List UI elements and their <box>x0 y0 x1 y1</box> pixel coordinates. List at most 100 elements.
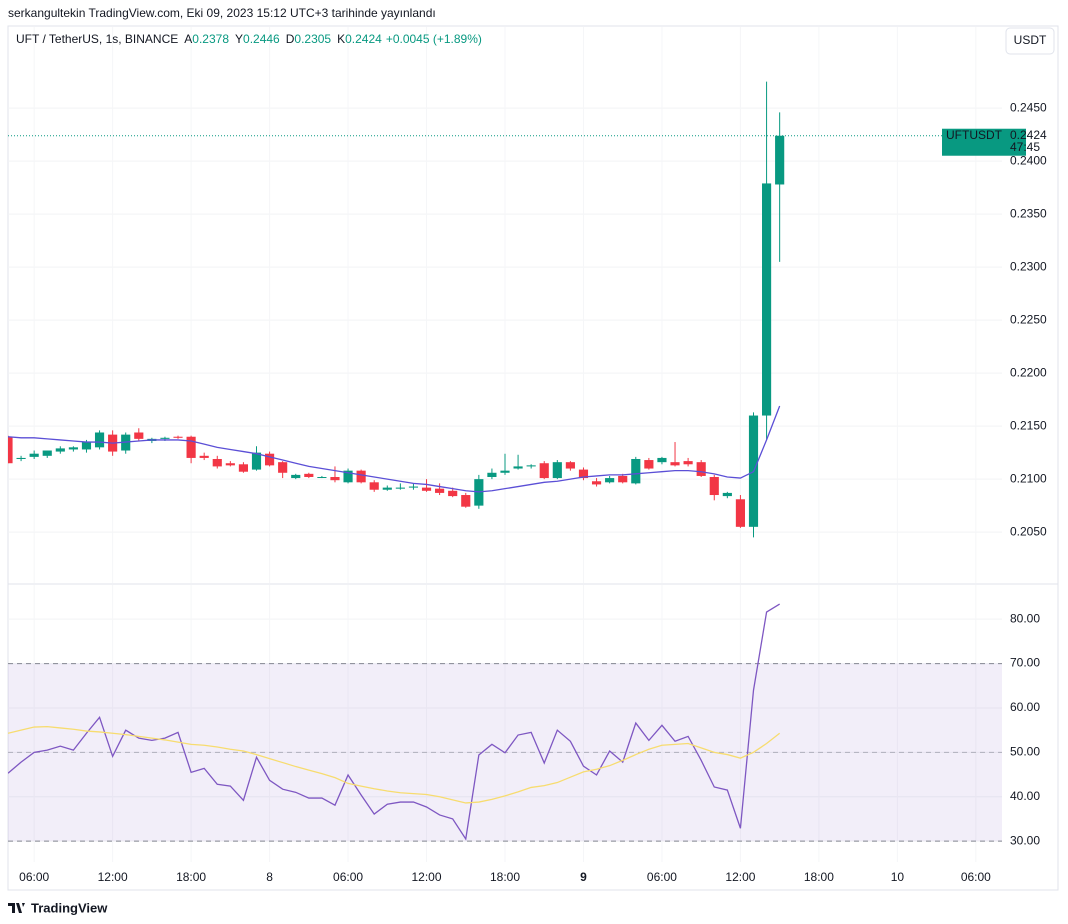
candle-body <box>565 462 575 469</box>
candle-body <box>134 432 144 439</box>
y-tick-label: 0.2350 <box>1010 206 1047 220</box>
x-tick-label: 8 <box>266 870 273 884</box>
candle-body <box>16 457 26 459</box>
y-tick-label: 60.00 <box>1010 700 1040 714</box>
y-tick-label: 0.2100 <box>1010 471 1047 485</box>
brand-logo <box>8 903 25 913</box>
x-tick-label: 06:00 <box>961 870 991 884</box>
y-tick-label: 50.00 <box>1010 745 1040 759</box>
legend-value: 0.2378 <box>192 32 229 46</box>
x-tick-label: 18:00 <box>176 870 206 884</box>
candle-body <box>42 450 52 456</box>
candle-body <box>265 453 275 466</box>
candle-body <box>408 486 419 488</box>
candle-body <box>709 477 719 496</box>
x-tick-label: 18:00 <box>490 870 520 884</box>
x-tick-label: 12:00 <box>412 870 442 884</box>
candle-body <box>356 470 366 483</box>
last-price-countdown: 47:45 <box>1010 140 1040 154</box>
candle-body <box>552 462 562 479</box>
axes: 0.2050 0.2100 0.2150 0.2200 0.2250 0.2300 0.23… <box>19 100 1047 884</box>
legend-value: 0.2446 <box>243 32 280 46</box>
x-tick-label: 06:00 <box>333 870 363 884</box>
candle-body <box>775 135 785 185</box>
legend-value: 0.2305 <box>294 32 331 46</box>
candle-body <box>160 437 170 439</box>
x-tick-label: 12:00 <box>725 870 755 884</box>
y-tick-label: 0.2450 <box>1010 100 1047 114</box>
candle-body <box>278 462 288 473</box>
y-tick-label: 0.2400 <box>1010 153 1047 167</box>
y-tick-label: 80.00 <box>1010 611 1040 625</box>
candle-body <box>304 473 314 478</box>
x-tick-label: 9 <box>580 870 587 884</box>
candle-body <box>513 466 523 469</box>
candle-body <box>722 492 732 497</box>
candle-body <box>578 469 589 479</box>
candle-body <box>683 461 693 465</box>
rsi-line <box>8 725 781 804</box>
legend-key: A <box>184 32 192 46</box>
rsi-line <box>8 603 780 841</box>
candle-body <box>487 472 497 478</box>
brand: TradingView <box>8 900 108 915</box>
x-tick-label: 12:00 <box>98 870 128 884</box>
candle-body <box>461 495 471 507</box>
candle-body <box>591 481 602 485</box>
candle-body <box>670 462 680 466</box>
candle-body <box>81 442 92 450</box>
y-tick-label: 0.2050 <box>1010 524 1047 538</box>
candle-body <box>199 455 209 458</box>
legend-key: K <box>337 32 345 46</box>
legend-title: UFT / TetherUS, 1s, BINANCE <box>16 32 178 46</box>
candle-body <box>8 436 13 464</box>
x-tick-label: 06:00 <box>19 870 49 884</box>
legend-line: UFT / TetherUS, 1s, BINANCE A0.2378 Y0.244… <box>16 32 482 46</box>
candle-body <box>395 487 405 489</box>
candle-body <box>605 478 615 483</box>
price-pane <box>8 81 1002 538</box>
brand-name: TradingView <box>31 900 108 915</box>
y-tick-label: 70.00 <box>1010 656 1040 670</box>
moving-average <box>8 405 781 493</box>
candle-body <box>317 477 327 479</box>
candle-body <box>657 457 667 463</box>
candle-body <box>251 452 262 470</box>
legend-value: 0.2424 <box>345 32 382 46</box>
currency-label[interactable]: USDT <box>1014 33 1047 47</box>
candle-body <box>55 448 65 452</box>
candle-body <box>382 487 392 490</box>
x-tick-label: 06:00 <box>647 870 677 884</box>
candle-body <box>173 436 183 438</box>
candle-body <box>644 460 654 469</box>
candle-body <box>762 183 772 416</box>
candle-body <box>369 482 379 490</box>
legend-key: Y <box>235 32 243 46</box>
candle-body <box>186 436 196 458</box>
y-tick-label: 0.2250 <box>1010 312 1047 326</box>
candle-body <box>526 465 536 467</box>
legend-change: +0.0045 (+1.89%) <box>386 32 482 46</box>
candle-body <box>631 458 641 484</box>
candle-body <box>212 458 222 467</box>
candle-body <box>448 490 458 497</box>
published-note: serkangultekin TradingView.com, Eki 09, … <box>8 6 436 20</box>
candle-body <box>435 488 445 493</box>
candle-body <box>539 463 549 479</box>
y-tick-label: 40.00 <box>1010 789 1040 803</box>
legend-key: D <box>286 32 295 46</box>
candle-body <box>696 462 706 476</box>
candle-body <box>500 470 510 473</box>
legend: UFT / TetherUS, 1s, BINANCE A0.2378 Y0.244… <box>16 32 482 46</box>
candle-body <box>238 464 248 472</box>
candle-body <box>618 475 628 483</box>
currency-button[interactable] <box>1005 27 1055 55</box>
candle-body <box>421 487 432 491</box>
y-tick-label: 0.2300 <box>1010 259 1047 273</box>
last-price-value: 0.2424 <box>1010 128 1047 142</box>
y-tick-label: 30.00 <box>1010 833 1040 847</box>
candle-body <box>94 432 105 448</box>
last-price-symbol: UFTUSDT <box>946 128 1003 142</box>
candle-body <box>29 453 39 457</box>
